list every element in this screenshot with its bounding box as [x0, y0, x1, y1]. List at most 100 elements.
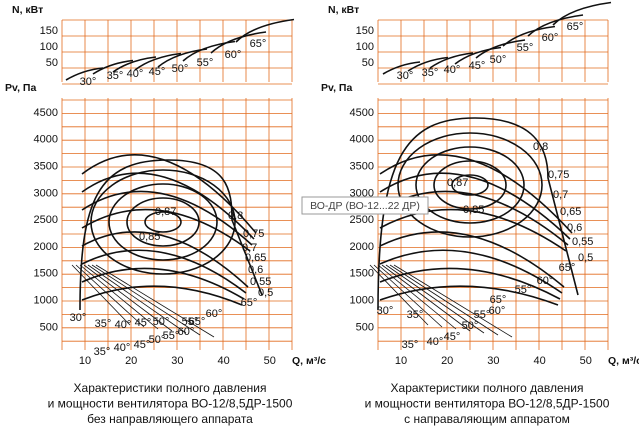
q-tick-label: 10 [79, 355, 91, 367]
efficiency-label: 0,65 [560, 206, 581, 218]
power-curve [134, 52, 182, 71]
angle-curve [81, 285, 243, 306]
p-tick-label: 3500 [350, 161, 374, 173]
diagonal-curve [385, 264, 485, 334]
power-curve [407, 56, 449, 72]
power-curve [527, 14, 584, 37]
efficiency-label: 0,6 [567, 222, 582, 234]
power-curve [235, 18, 295, 43]
angle-label: 35° [402, 339, 419, 351]
q-tick-label: 50 [264, 355, 276, 367]
efficiency-label: 0,55 [572, 236, 593, 248]
power-angle-label: 55° [517, 42, 534, 54]
power-curve [454, 46, 502, 65]
angle-label: 55° [474, 309, 491, 321]
efficiency-contour [126, 197, 200, 247]
angle-label: 60° [537, 275, 554, 287]
diagonal-curve [381, 264, 471, 332]
angle-label: 60° [178, 326, 195, 338]
angle-curve [379, 172, 571, 240]
envelope [79, 159, 263, 311]
p-tick-label: 1500 [34, 268, 58, 280]
power-angle-label: 60° [542, 32, 559, 44]
q-tick-label: 40 [533, 355, 545, 367]
q-tick-label: 20 [441, 355, 453, 367]
angle-label: 45° [444, 331, 461, 343]
q-tick-label: 40 [217, 355, 229, 367]
p-tick-label: 3500 [34, 161, 58, 173]
power-curve [112, 56, 157, 73]
power-angle-label: 35° [107, 70, 124, 82]
power-curve [475, 39, 526, 59]
angle-curve [81, 208, 251, 252]
diagonal-curve [79, 264, 159, 330]
p-tick-label: 1000 [350, 295, 374, 307]
angle-label: 40° [114, 342, 131, 354]
efficiency-contour [433, 160, 507, 210]
power-curve [65, 67, 104, 81]
angle-label: 65° [559, 262, 576, 274]
q-tick-label: 10 [395, 355, 407, 367]
efficiency-label: 0,7 [553, 189, 568, 201]
p-tick-label: 500 [40, 321, 58, 333]
angle-label: 50° [149, 334, 166, 346]
angle-label: 55° [163, 330, 180, 342]
q-axis-label: Q, м³/с [292, 355, 326, 367]
power-angle-label: 45° [149, 66, 166, 78]
power-curve [552, 1, 612, 26]
n-axis-label: N, кВт [12, 4, 43, 16]
p-axis-label: Pv, Па [321, 82, 352, 94]
diagonal-curve [83, 264, 173, 332]
angle-label: 40° [427, 336, 444, 348]
caption: и мощности вентилятора ВО-12/8,5ДР-1500 [365, 397, 610, 411]
tooltip: ВО-ДР (ВО-12...22 ДР) [310, 200, 420, 212]
angle-label: 60° [489, 305, 506, 317]
power-angle-label: 40° [127, 68, 144, 80]
efficiency-label: 0,5 [258, 287, 273, 299]
angle-label: 45° [134, 339, 151, 351]
angle-label: 65° [490, 294, 507, 306]
caption: и мощности вентилятора ВО-12/8,5ДР-1500 [48, 397, 293, 411]
angle-label: 55° [515, 284, 532, 296]
angle-curve [379, 154, 573, 234]
efficiency-label: 0,75 [548, 169, 569, 181]
n-tick-label: 100 [40, 41, 58, 53]
diagonal-curve [377, 264, 457, 330]
power-angle-label: 55° [197, 57, 214, 69]
power-angle-label: 30° [80, 76, 97, 88]
q-tick-label: 30 [171, 355, 183, 367]
angle-label: 35° [94, 346, 111, 358]
angle-label: 65° [189, 316, 206, 328]
diagonal-curve [373, 264, 443, 328]
angle-label: 45° [135, 317, 152, 329]
n-axis-label: N, кВт [328, 4, 359, 16]
power-angle-label: 45° [469, 60, 486, 72]
diagonal-curve [393, 264, 513, 338]
power-curve [92, 59, 134, 75]
tooltip-box [301, 196, 429, 215]
efficiency-label: 0,5 [578, 252, 593, 264]
angle-label: 55° [182, 316, 199, 328]
power-angle-label: 40° [444, 64, 461, 76]
efficiency-label: 0,7 [242, 242, 257, 254]
p-tick-label: 2500 [34, 214, 58, 226]
p-tick-label: 1500 [350, 268, 374, 280]
efficiency-label: 0,75 [243, 228, 264, 240]
angle-label: 30° [70, 312, 87, 324]
efficiency-label: 0,8 [533, 141, 548, 153]
angle-label: 35° [95, 318, 112, 330]
angle-curve [81, 249, 247, 294]
efficiency-contour [415, 146, 525, 224]
power-curve [210, 31, 267, 54]
efficiency-label: 0,85 [139, 231, 160, 243]
n-tick-label: 100 [356, 41, 374, 53]
p-tick-label: 2000 [34, 241, 58, 253]
angle-curve [81, 231, 249, 288]
p-axis-label: Pv, Па [5, 82, 36, 94]
power-angle-label: 50° [490, 54, 507, 66]
diagonal-curve [95, 264, 215, 338]
caption: Характеристики полного давления [391, 381, 584, 395]
angle-label: 30° [377, 305, 394, 317]
power-angle-label: 65° [250, 38, 267, 50]
q-tick-label: 20 [125, 355, 137, 367]
